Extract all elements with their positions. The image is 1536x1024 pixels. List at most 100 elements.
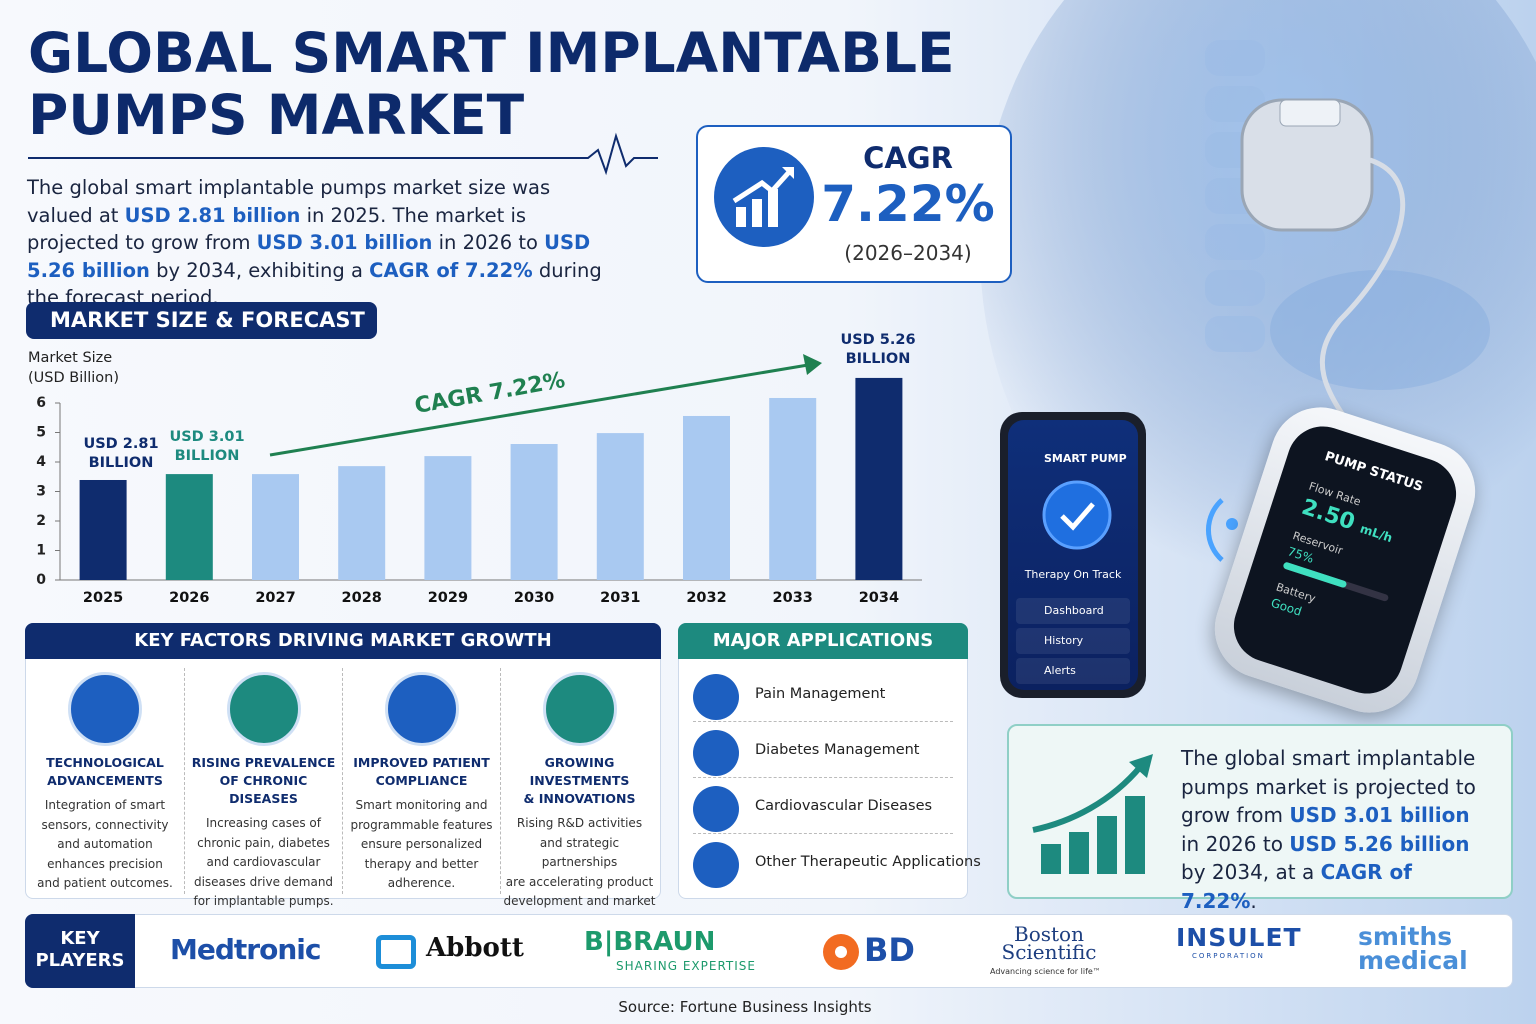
cagr-period: (2026–2034) (844, 241, 972, 265)
bar (769, 397, 817, 580)
growth-icon (1032, 754, 1153, 874)
application: Diabetes Management (693, 728, 953, 778)
text-run: in 2026 to (432, 231, 545, 254)
application-label: Pain Management (755, 686, 886, 702)
phone-menu-item: Alerts (1016, 658, 1130, 684)
phone: SMART PUMP Therapy On Track Dashboard His… (1000, 412, 1146, 698)
phone-menu-item: History (1016, 628, 1130, 654)
chart-section-title: MARKET SIZE & FORECAST (26, 302, 377, 339)
x-tick-label: 2032 (686, 590, 726, 606)
factor: GROWING INVESTMENTS & INNOVATIONS Rising R… (500, 668, 658, 928)
factor-text: Smart monitoring and programmable feature… (343, 796, 500, 894)
application: Pain Management (693, 672, 953, 722)
text-run: The global smart implantable pumps marke… (27, 176, 551, 227)
logo-boston: Boston Scientific (1001, 922, 1097, 964)
text-run: USD 5.26 billion (27, 231, 591, 282)
applications-title: MAJOR APPLICATIONS (678, 623, 968, 659)
x-tick-label: 2029 (428, 590, 468, 606)
text-run: by 2034, at a (1181, 860, 1321, 884)
bar (596, 433, 644, 580)
factor-icon (226, 672, 301, 746)
factors-panel: KEY FACTORS DRIVING MARKET GROWTH TECHNO… (25, 623, 661, 928)
summary-text: The global smart implantable pumps marke… (1181, 744, 1491, 915)
trend-arrowhead (803, 354, 822, 375)
factor-line: ensure personalized (360, 837, 483, 851)
players-label: KEY PLAYERS (25, 914, 135, 988)
y-tick-label: 5 (36, 425, 46, 441)
bar-annotation: BILLION (175, 448, 240, 464)
text-run: USD 2.81 billion (124, 203, 301, 227)
phone-screen: SMART PUMP Therapy On Track Dashboard His… (1008, 420, 1138, 690)
factor-line: and cardiovascular (206, 855, 321, 869)
factor-line: and automation (57, 837, 153, 851)
phone-title: SMART PUMP (1044, 452, 1127, 465)
bar-annotation: USD 3.01 (169, 429, 244, 445)
application-icon (693, 730, 739, 776)
y-tick-label: 6 (36, 395, 46, 411)
x-tick-label: 2033 (773, 590, 813, 606)
factor-line: enhances precision (47, 856, 163, 871)
factor-title: OF CHRONIC DISEASES (219, 773, 308, 806)
bar (165, 474, 213, 580)
factor-line: Rising R&D activities (516, 816, 643, 830)
x-tick-label: 2030 (514, 590, 554, 606)
bar-annotation: BILLION (89, 455, 154, 471)
factor-title: TECHNOLOGICAL (46, 755, 164, 770)
bar (510, 444, 558, 580)
factor-line: for implantable pumps. (193, 894, 334, 908)
text-run: USD 3.01 billion (256, 231, 433, 254)
boston-tagline: Advancing science for life™ (990, 967, 1101, 976)
players-bar: KEY PLAYERS Medtronic Abbott B|BRAUN SHAR… (25, 914, 1513, 988)
x-tick-label: 2025 (83, 590, 123, 606)
factor-line: Increasing cases of (206, 816, 321, 830)
x-tick-label: 2031 (600, 590, 640, 606)
factor-line: Integration of smart (44, 798, 166, 812)
factor-icon (68, 672, 142, 746)
cagr-value: 7.22% (821, 175, 995, 233)
bar (683, 415, 730, 580)
application-icon (693, 674, 739, 720)
title-rule (28, 132, 658, 176)
factor-line: programmable features (350, 817, 493, 832)
y-tick-label: 0 (36, 572, 46, 588)
application-label: Diabetes Management (755, 742, 920, 758)
text-run: in 2025. The market is projected to grow… (27, 203, 527, 255)
bar (338, 466, 386, 580)
intro: The global smart implantable pumps marke… (27, 174, 617, 312)
factor-icon (542, 672, 617, 746)
factor-line: Smart monitoring and (355, 798, 488, 812)
y-tick-label: 4 (36, 454, 46, 470)
logo-insulet: INSULET (1176, 923, 1302, 952)
phone-menu-item: Dashboard (1016, 598, 1130, 624)
factor-title: ADVANCEMENTS (47, 773, 163, 788)
x-tick-label: 2034 (859, 590, 899, 606)
factor-line: development and market (503, 894, 656, 908)
logo-braun: B|BRAUN (584, 927, 716, 957)
logo-medtronic: Medtronic (170, 933, 321, 966)
factor-line: and patient outcomes. (37, 876, 173, 890)
factor-line: sensors, connectivity (41, 817, 169, 832)
x-tick-label: 2026 (169, 590, 209, 606)
text-run: The global smart implantable pumps marke… (1181, 746, 1476, 827)
text-run: by 2034, exhibiting a (149, 258, 370, 282)
application-icon (693, 786, 739, 832)
y-tick-label: 3 (36, 484, 46, 500)
factor-text: Increasing cases of chronic pain, diabete… (185, 814, 342, 912)
abbott-mark (376, 935, 416, 969)
insulet-tagline: CORPORATION (1192, 952, 1265, 960)
x-tick-label: 2027 (255, 590, 295, 606)
text-run: USD 3.01 billion (1289, 803, 1470, 827)
bar-annotation: BILLION (846, 351, 911, 367)
bar (79, 479, 127, 580)
chart: Market Size (USD Billion) 0 1 2 3 4 5 6 2025 2026 2… (28, 332, 922, 606)
check-icon (1042, 480, 1112, 550)
factor-title: & INNOVATIONS (523, 791, 636, 806)
text-run: CAGR of 7.22% (369, 258, 533, 282)
summary-box: The global smart implantable pumps marke… (1007, 724, 1513, 913)
trend-label: CAGR 7.22% (413, 368, 567, 419)
application: Other Therapeutic Applications (693, 840, 981, 890)
bd-mark (823, 934, 859, 970)
factor-title: RISING PREVALENCE (191, 755, 336, 770)
factor: TECHNOLOGICAL ADVANCEMENTS Integration of … (26, 668, 184, 894)
